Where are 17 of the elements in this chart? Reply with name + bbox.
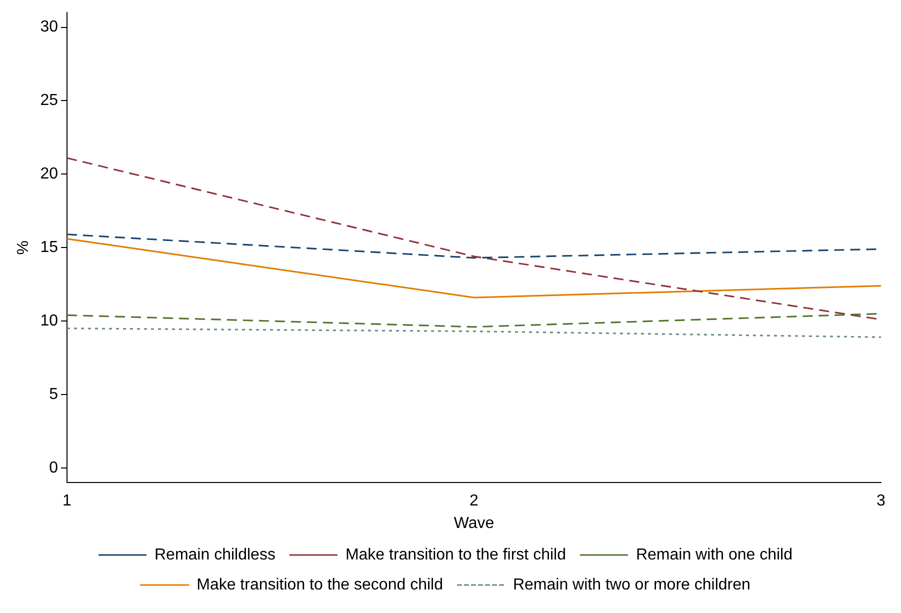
y-tick-label: 0 xyxy=(49,459,58,476)
x-tick-label: 1 xyxy=(62,492,72,510)
y-tick-label: 15 xyxy=(40,239,58,256)
x-tick-label: 2 xyxy=(470,492,479,510)
legend-label: Remain childless xyxy=(154,546,276,564)
y-axis-title: % xyxy=(15,240,32,255)
y-tick-label: 20 xyxy=(40,166,58,183)
x-axis-title: Wave xyxy=(454,514,494,532)
x-tick-label: 3 xyxy=(876,492,886,510)
legend-label: Remain with one child xyxy=(636,546,793,564)
legend-label: Remain with two or more children xyxy=(512,576,750,594)
y-tick-label: 25 xyxy=(40,92,58,110)
y-tick-label: 10 xyxy=(40,312,58,330)
y-tick-label: 30 xyxy=(40,18,58,36)
legend-label: Make transition to the first child xyxy=(345,546,566,564)
legend-label: Make transition to the second child xyxy=(196,576,443,594)
y-tick-label: 5 xyxy=(49,386,58,403)
